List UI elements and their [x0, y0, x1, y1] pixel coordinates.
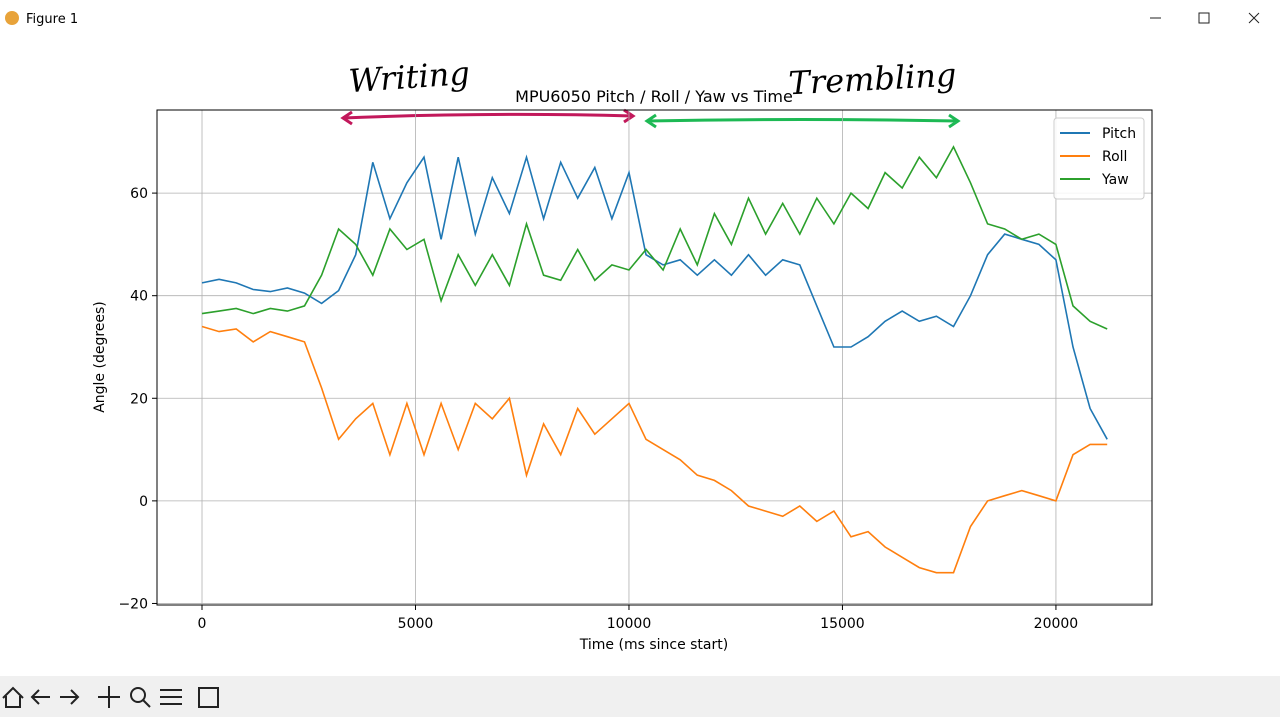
x-tick-label: 20000	[1034, 616, 1079, 632]
pan-button[interactable]	[98, 686, 120, 708]
annotation-arrow	[340, 108, 636, 126]
toolbar	[0, 676, 1280, 717]
annotation: Writing	[347, 54, 471, 100]
series-line	[201, 145, 1108, 330]
y-tick-label: 60	[130, 186, 148, 202]
forward-button[interactable]	[60, 689, 80, 705]
title-bar	[0, 0, 1280, 36]
back-button[interactable]	[30, 689, 50, 705]
series-line	[201, 325, 1108, 574]
series-line	[201, 154, 1108, 440]
maximize-button[interactable]	[1198, 12, 1210, 24]
x-tick-label: 10000	[607, 616, 652, 632]
plot-frame	[156, 109, 1153, 606]
legend: Pitch Roll Yaw	[1053, 117, 1145, 200]
x-axis-label: Time (ms since start)	[579, 637, 728, 653]
x-tick-label: 5000	[398, 616, 434, 632]
legend-label: Roll	[1102, 149, 1127, 165]
x-tick-label: 15000	[820, 616, 865, 632]
x-tick-label: 0	[198, 616, 207, 632]
y-tick-label: −20	[118, 596, 148, 612]
chart-title: MPU6050 Pitch / Roll / Yaw vs Time	[515, 87, 793, 106]
close-button[interactable]	[1248, 12, 1260, 24]
home-button[interactable]	[2, 686, 24, 708]
configure-button[interactable]	[160, 689, 182, 705]
y-tick-label: 40	[130, 289, 148, 305]
legend-label: Pitch	[1102, 126, 1136, 142]
annotation: Trembling	[788, 56, 958, 103]
legend-label: Yaw	[1101, 172, 1129, 188]
zoom-button[interactable]	[130, 687, 151, 708]
annotation-arrow	[644, 113, 961, 129]
save-button[interactable]	[198, 687, 219, 708]
window-title: Figure 1	[26, 12, 78, 27]
y-tick-label: 20	[130, 391, 148, 407]
app-icon	[5, 11, 19, 25]
y-tick-label: 0	[139, 494, 148, 510]
y-axis-label: Angle (degrees)	[92, 301, 108, 413]
